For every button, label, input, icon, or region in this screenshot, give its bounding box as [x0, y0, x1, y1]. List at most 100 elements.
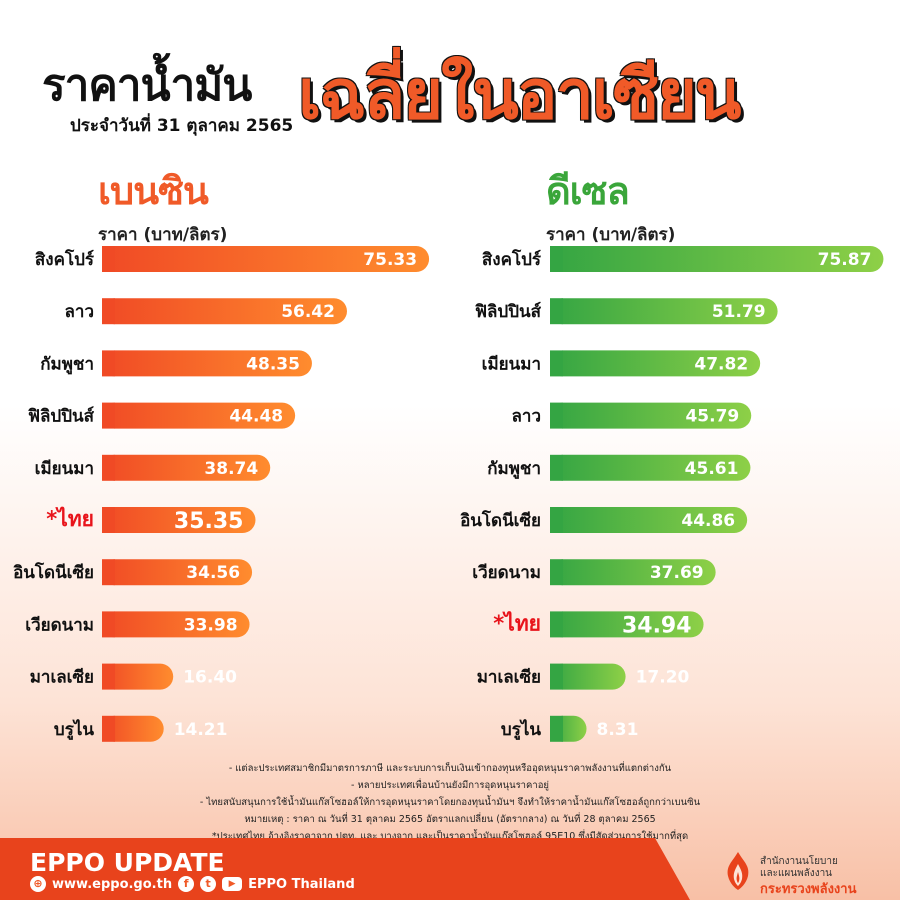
diesel-category-label: บรูไน	[501, 719, 541, 741]
gasoline-bar	[102, 298, 347, 325]
diesel-category-label: สิงคโปร์	[482, 249, 542, 270]
gasoline-category-label: สิงคโปร์	[35, 249, 95, 270]
diesel-value-label: 44.86	[681, 511, 735, 531]
gasoline-category-label: *ไทย	[46, 506, 94, 531]
diesel-bar-cap	[550, 507, 563, 533]
gasoline-category-label: กัมพูชา	[40, 354, 94, 375]
diesel-bar-cap	[550, 350, 563, 377]
website-link[interactable]: www.eppo.go.th	[52, 876, 173, 892]
gasoline-bar-cap	[102, 663, 115, 690]
organization-block: สำนักงานนโยบาย และแผนพลังงาน กระทรวงพลัง…	[722, 848, 892, 897]
diesel-bar-cap	[550, 611, 563, 638]
page-title-accent: เฉลี่ยในอาเซียน	[298, 56, 742, 135]
diesel-bar	[550, 611, 704, 638]
diesel-bar-cap	[550, 402, 563, 429]
diesel-category-label: เมียนมา	[482, 353, 541, 374]
gasoline-bar	[102, 715, 164, 742]
gasoline-value-label: 16.40	[183, 668, 237, 688]
org-line-2: และแผนพลังงาน	[760, 868, 833, 879]
diesel-value-label: 17.20	[636, 668, 690, 688]
gasoline-bar-cap	[102, 454, 115, 481]
gasoline-value-label: 38.74	[204, 459, 258, 479]
gasoline-category-label: ลาว	[64, 302, 94, 322]
footer-links: ⊕ www.eppo.go.th f t ▶ EPPO Thailand	[30, 876, 355, 892]
diesel-bar	[550, 507, 748, 533]
gasoline-bar-cap	[102, 715, 115, 742]
gasoline-bar-cap	[102, 246, 115, 272]
gasoline-value-label: 35.35	[174, 509, 244, 534]
gasoline-bar	[102, 246, 430, 272]
diesel-bar-cap	[550, 663, 563, 690]
gasoline-bar	[102, 559, 253, 586]
facebook-icon[interactable]: f	[178, 876, 195, 892]
org-line-3: กระทรวงพลังงาน	[760, 882, 857, 897]
diesel-bar	[550, 402, 752, 429]
youtube-icon[interactable]: ▶	[222, 877, 243, 891]
gasoline-heading: เบนซิน ราคา (บาท/ลิตร)	[98, 160, 227, 248]
gasoline-category-label: เมียนมา	[35, 458, 94, 479]
footnotes: - แต่ละประเทศสมาชิกมีมาตรการภาษี และระบบ…	[150, 760, 750, 845]
diesel-bar-cap	[550, 559, 563, 586]
gasoline-category-label: อินโดนีเซีย	[13, 562, 94, 583]
twitter-icon[interactable]: t	[200, 876, 217, 892]
diesel-bar-cap	[550, 715, 563, 742]
gasoline-bar	[102, 402, 296, 429]
diesel-category-label: เวียดนาม	[472, 562, 541, 583]
gasoline-value-label: 44.48	[229, 407, 283, 427]
gasoline-bar-cap	[102, 402, 115, 429]
gasoline-bar-cap	[102, 507, 115, 533]
gasoline-value-label: 75.33	[363, 250, 417, 270]
diesel-bar-cap	[550, 454, 563, 481]
diesel-value-label: 51.79	[712, 302, 766, 322]
diesel-unit: ราคา (บาท/ลิตร)	[546, 225, 676, 245]
page-date: ประจำวันที่ 31 ตุลาคม 2565	[70, 116, 294, 136]
diesel-category-label: อินโดนีเซีย	[460, 510, 541, 531]
diesel-bar	[550, 298, 778, 325]
diesel-value-label: 37.69	[650, 563, 704, 583]
page-title: ราคาน้ำมัน	[42, 60, 252, 111]
org-line-1: สำนักงานนโยบาย	[760, 856, 838, 867]
diesel-bar	[550, 454, 751, 481]
gasoline-category-label: มาเลเซีย	[30, 667, 94, 688]
diesel-heading: ดีเซล ราคา (บาท/ลิตร)	[546, 160, 675, 248]
diesel-title: ดีเซล	[546, 169, 630, 213]
gasoline-bar-cap	[102, 559, 115, 586]
footer-band	[0, 838, 690, 900]
gasoline-bar-cap	[102, 298, 115, 325]
diesel-bar-cap	[550, 298, 563, 325]
footnote-line: - หลายประเทศเพื่อนบ้านยังมีการอุดหนุนราค…	[351, 780, 549, 791]
social-name[interactable]: EPPO Thailand	[248, 876, 355, 892]
gasoline-value-label: 14.21	[174, 720, 228, 740]
gasoline-value-label: 33.98	[184, 615, 238, 635]
gasoline-unit: ราคา (บาท/ลิตร)	[98, 225, 228, 245]
gasoline-bar-cap	[102, 611, 115, 638]
header: ราคาน้ำมัน ประจำวันที่ 31 ตุลาคม 2565 เฉ…	[0, 0, 900, 150]
diesel-value-label: 75.87	[818, 250, 872, 270]
diesel-bar-cap	[550, 246, 563, 272]
diesel-bar	[550, 559, 716, 586]
diesel-bar	[550, 350, 761, 377]
gasoline-title: เบนซิน	[98, 169, 209, 213]
gasoline-value-label: 56.42	[281, 302, 335, 322]
gasoline-category-label: เวียดนาม	[25, 614, 94, 635]
gasoline-bar	[102, 663, 174, 690]
diesel-value-label: 47.82	[694, 354, 748, 374]
diesel-bar	[550, 663, 626, 690]
diesel-category-label: ลาว	[511, 407, 541, 427]
gasoline-bar	[102, 350, 312, 377]
diesel-category-label: ฟิลิปปินส์	[475, 301, 542, 322]
gasoline-category-label: บรูไน	[54, 719, 94, 741]
footnote-line: - แต่ละประเทศสมาชิกมีมาตรการภาษี และระบบ…	[228, 763, 672, 774]
gasoline-category-label: ฟิลิปปินส์	[28, 406, 95, 427]
footer-title: EPPO UPDATE	[30, 848, 225, 877]
footnote-line: หมายเหตุ : ราคา ณ วันที่ 31 ตุลาคม 2565 …	[244, 814, 656, 825]
diesel-value-label: 45.79	[685, 407, 739, 427]
gasoline-bar	[102, 507, 256, 533]
diesel-value-label: 34.94	[622, 613, 692, 638]
flame-logo-icon	[727, 852, 749, 890]
diesel-category-label: *ไทย	[493, 610, 541, 635]
diesel-category-label: มาเลเซีย	[477, 667, 541, 688]
footnote-line: *ประเทศไทย อ้างอิงราคาจาก ปตท. และ บางจา…	[211, 831, 689, 842]
gasoline-bar	[102, 611, 250, 638]
gasoline-value-label: 48.35	[246, 354, 300, 374]
